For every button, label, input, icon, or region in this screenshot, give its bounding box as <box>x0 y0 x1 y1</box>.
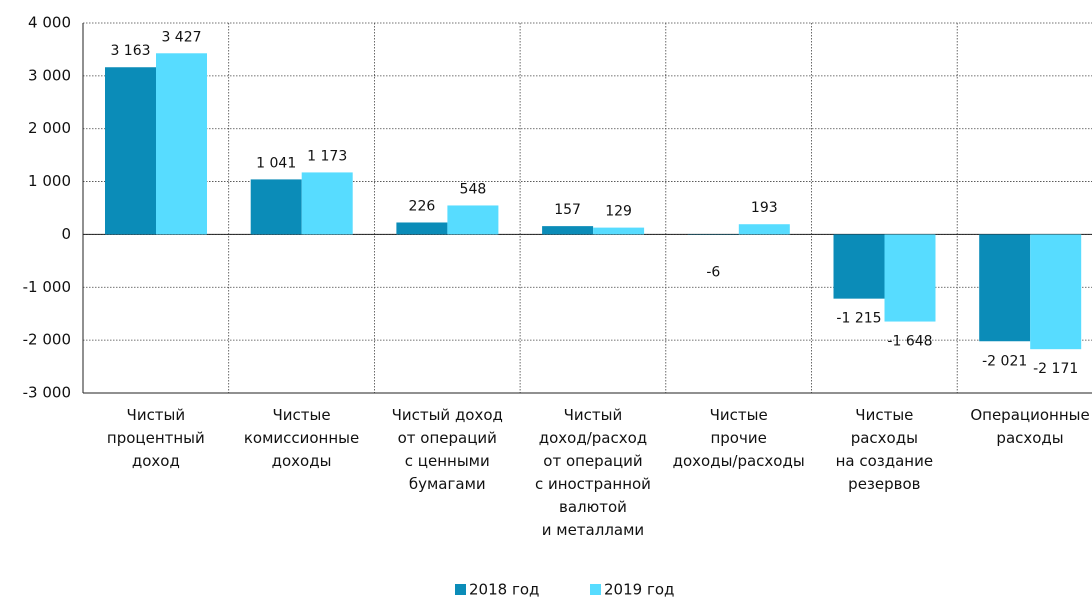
bar <box>542 226 594 235</box>
legend-label: 2019 год <box>604 581 674 599</box>
bar <box>250 179 302 235</box>
value-label: 226 <box>409 198 436 214</box>
bar <box>884 234 936 322</box>
value-label: 3 163 <box>110 43 150 59</box>
x-tick-label: Чистые комиссионные доходы <box>244 406 359 470</box>
x-tick-label: Чистые расходы на создание резервов <box>836 406 934 493</box>
bar <box>738 224 790 235</box>
x-tick-label: Операционные расходы <box>970 406 1089 447</box>
y-tick-label: 3 000 <box>28 66 71 84</box>
y-tick-label: 2 000 <box>28 119 71 137</box>
bar <box>447 205 499 235</box>
value-label: 129 <box>605 204 632 220</box>
bar <box>833 234 885 299</box>
value-label: -2 171 <box>1033 361 1078 377</box>
bar <box>1030 234 1082 350</box>
value-label: -1 215 <box>836 311 881 327</box>
value-label: -6 <box>706 264 720 280</box>
x-tick-label: Чистый доход/расход от операций с иностранн… <box>535 406 651 539</box>
bar <box>156 53 207 235</box>
x-tick-label: Чистый процентный доход <box>107 406 205 470</box>
y-tick-label: 4 000 <box>28 14 71 32</box>
legend-swatch <box>590 584 601 595</box>
y-tick-label: 1 000 <box>28 172 71 190</box>
value-label: 1 041 <box>256 155 296 171</box>
y-tick-label: 0 <box>61 225 71 243</box>
x-tick-label: Чистый доход от операций с ценными бумагами <box>392 406 503 493</box>
value-label: 1 173 <box>307 148 347 164</box>
bar <box>301 172 353 235</box>
bar <box>396 222 448 235</box>
value-label: 548 <box>460 181 487 197</box>
bar <box>105 67 156 235</box>
bar <box>593 227 645 235</box>
legend-swatch <box>455 584 466 595</box>
value-label: -1 648 <box>887 334 932 350</box>
y-tick-label: -2 000 <box>23 331 71 349</box>
y-tick-label: -1 000 <box>23 278 71 296</box>
value-label: 3 427 <box>161 29 201 45</box>
value-label: -2 021 <box>982 353 1027 369</box>
bar <box>979 234 1031 342</box>
x-tick-label: Чистые прочие доходы/расходы <box>673 406 805 470</box>
value-label: 193 <box>751 200 778 216</box>
y-tick-label: -3 000 <box>23 384 71 402</box>
value-label: 157 <box>554 202 581 218</box>
legend-label: 2018 год <box>469 581 539 599</box>
